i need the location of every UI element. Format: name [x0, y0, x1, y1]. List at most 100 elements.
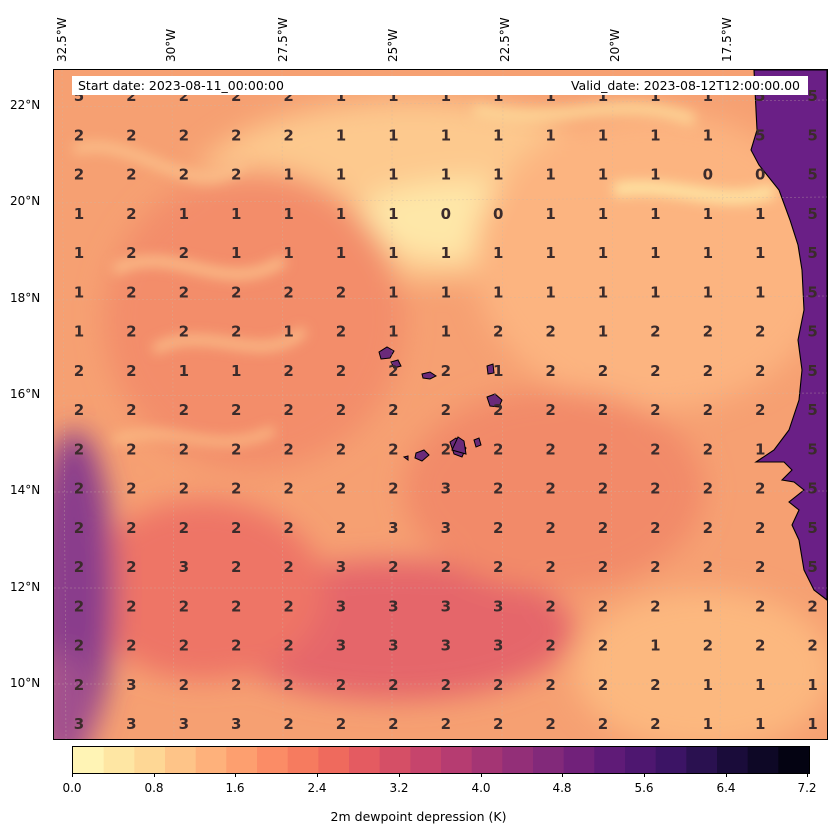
grid-value-label: 1: [598, 166, 608, 184]
grid-value-label: 3: [441, 480, 451, 498]
colorbar-swatch: [717, 747, 749, 773]
grid-value-label: 1: [231, 205, 241, 223]
grid-value-label: 5: [807, 362, 817, 380]
grid-value-label: 2: [283, 519, 293, 537]
grid-value-label: 1: [703, 715, 713, 733]
grid-value-label: 3: [126, 715, 136, 733]
grid-value-label: 2: [179, 126, 189, 144]
grid-value-label: 1: [598, 244, 608, 262]
grid-value-label: 2: [598, 401, 608, 419]
grid-value-label: 1: [650, 87, 660, 105]
grid-value-label: 2: [650, 362, 660, 380]
grid-value-label: 2: [755, 323, 765, 341]
grid-value-label: 5: [807, 283, 817, 301]
grid-value-label: 5: [807, 480, 817, 498]
valid-date-label: Valid_date: 2023-08-12T12:00:00.00: [570, 78, 800, 93]
grid-value-label: 1: [388, 283, 398, 301]
grid-value-label: 2: [545, 480, 555, 498]
lon-label-17-5w: 17.5°W: [720, 17, 734, 62]
grid-value-label: 1: [441, 283, 451, 301]
grid-value-label: 1: [755, 283, 765, 301]
grid-value-label: 2: [179, 87, 189, 105]
grid-value-label: 2: [74, 126, 84, 144]
grid-value-label: 1: [755, 676, 765, 694]
grid-value-label: 2: [493, 440, 503, 458]
grid-value-label: 1: [283, 323, 293, 341]
colorbar-swatch: [655, 747, 687, 773]
lon-label-30w: 30°W: [164, 28, 178, 62]
grid-value-label: 1: [703, 244, 713, 262]
lat-label-18n: 18°N: [10, 291, 41, 305]
grid-value-label: 2: [283, 480, 293, 498]
grid-value-label: 2: [179, 440, 189, 458]
grid-value-label: 2: [388, 440, 398, 458]
colorbar-swatch: [287, 747, 319, 773]
grid-value-label: 2: [231, 283, 241, 301]
grid-value-label: 2: [74, 440, 84, 458]
grid-value-label: 2: [598, 558, 608, 576]
grid-value-label: 2: [283, 597, 293, 615]
grid-value-label: 2: [283, 283, 293, 301]
grid-value-label: 2: [336, 519, 346, 537]
grid-value-label: 3: [179, 558, 189, 576]
grid-value-label: 2: [179, 244, 189, 262]
grid-value-label: 1: [388, 244, 398, 262]
colorbar-swatch: [594, 747, 626, 773]
lat-label-10n: 10°N: [10, 676, 41, 690]
lon-label-20w: 20°W: [608, 28, 622, 62]
grid-value-label: 2: [703, 637, 713, 655]
grid-value-label: 5: [807, 87, 817, 105]
grid-value-label: 2: [807, 637, 817, 655]
grid-value-label: 5: [807, 401, 817, 419]
lat-label-16n: 16°N: [10, 387, 41, 401]
grid-value-label: 2: [231, 637, 241, 655]
colorbar-tick: [72, 773, 73, 777]
grid-value-label: 2: [179, 323, 189, 341]
grid-value-label: 2: [126, 480, 136, 498]
grid-value-label: 2: [755, 637, 765, 655]
colorbar-tick-label: 1.6: [225, 781, 245, 795]
grid-value-label: 2: [545, 401, 555, 419]
grid-value-label: 2: [231, 401, 241, 419]
grid-value-label: 2: [493, 715, 503, 733]
grid-value-label: 2: [74, 676, 84, 694]
grid-value-label: 2: [755, 480, 765, 498]
grid-value-label: 1: [545, 126, 555, 144]
grid-value-label: 2: [650, 480, 660, 498]
grid-value-label: 2: [231, 676, 241, 694]
grid-value-label: 2: [598, 362, 608, 380]
grid-value-label: 2: [650, 440, 660, 458]
grid-value-label: 5: [807, 440, 817, 458]
grid-value-label: 1: [650, 637, 660, 655]
grid-value-label: 1: [388, 126, 398, 144]
grid-value-label: 3: [336, 637, 346, 655]
grid-value-label: 2: [336, 715, 346, 733]
grid-value-label: 5: [807, 166, 817, 184]
grid-value-label: 2: [755, 401, 765, 419]
cape-verde-islands: [378, 346, 503, 462]
grid-value-label: 2: [755, 519, 765, 537]
grid-value-label: 1: [441, 87, 451, 105]
grid-value-label: 1: [807, 676, 817, 694]
grid-value-label: 2: [493, 401, 503, 419]
grid-value-label: 2: [703, 401, 713, 419]
grid-value-label: 1: [336, 126, 346, 144]
grid-value-label: 1: [703, 283, 713, 301]
grid-value-label: 2: [441, 440, 451, 458]
grid-value-label: 2: [703, 480, 713, 498]
colorbar-tick-label: 3.2: [389, 781, 409, 795]
grid-value-label: 2: [598, 480, 608, 498]
grid-value-label: 1: [650, 244, 660, 262]
grid-value-label: 1: [650, 166, 660, 184]
grid-value-label: 2: [74, 519, 84, 537]
grid-value-label: 2: [179, 401, 189, 419]
grid-value-label: 2: [493, 519, 503, 537]
grid-value-label: 1: [283, 244, 293, 262]
grid-value-label: 2: [545, 676, 555, 694]
grid-value-label: 5: [755, 87, 765, 105]
colorbar-swatch: [441, 747, 473, 773]
colorbar-swatch: [747, 747, 779, 773]
start-date-label: Start date: 2023-08-11_00:00:00: [78, 78, 284, 93]
map-canvas: 5 2 2 2 2 1 1 1 1 1 1 1 1 5 5 2 2 2 2 2 1 1 1 1 1 1 1 1 5 5 2 2 2 2 1 1 1 1 1 1…: [54, 70, 827, 739]
grid-value-label: 1: [388, 166, 398, 184]
